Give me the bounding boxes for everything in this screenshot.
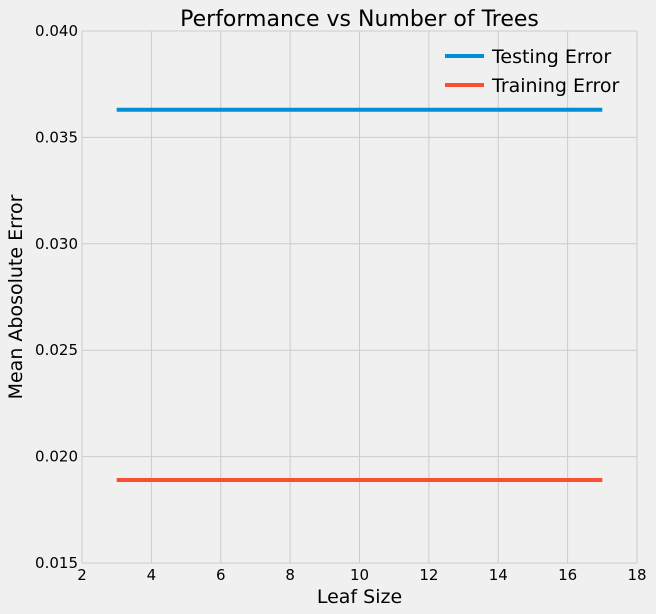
grid	[81, 30, 638, 564]
x-axis-label: Leaf Size	[317, 586, 402, 608]
x-tick-label: 4	[147, 566, 157, 584]
x-tick-label: 14	[489, 566, 508, 584]
x-tick-label: 16	[558, 566, 577, 584]
y-tick-label: 0.035	[35, 128, 78, 146]
y-tick-label: 0.020	[35, 448, 78, 466]
series-layer	[116, 107, 603, 483]
x-tick-labels: 2 4 6 8 10 12 14 16 18	[77, 566, 646, 584]
x-tick-label: 18	[627, 566, 646, 584]
y-axis-label: Mean Abosolute Error	[5, 194, 27, 399]
y-tick-label: 0.040	[35, 22, 78, 40]
x-tick-label: 6	[216, 566, 226, 584]
legend: Testing Error Training Error	[445, 46, 620, 97]
chart-title: Performance vs Number of Trees	[180, 7, 539, 32]
x-tick-label: 8	[285, 566, 295, 584]
legend-label: Testing Error	[491, 46, 611, 68]
legend-label: Training Error	[491, 75, 620, 97]
x-tick-label: 10	[350, 566, 369, 584]
y-tick-label: 0.015	[35, 554, 78, 572]
y-tick-label: 0.030	[35, 235, 78, 253]
y-tick-label: 0.025	[35, 341, 78, 359]
x-tick-label: 12	[419, 566, 438, 584]
x-tick-label: 2	[77, 566, 87, 584]
y-tick-labels: 0.015 0.020 0.025 0.030 0.035 0.040	[35, 22, 78, 572]
